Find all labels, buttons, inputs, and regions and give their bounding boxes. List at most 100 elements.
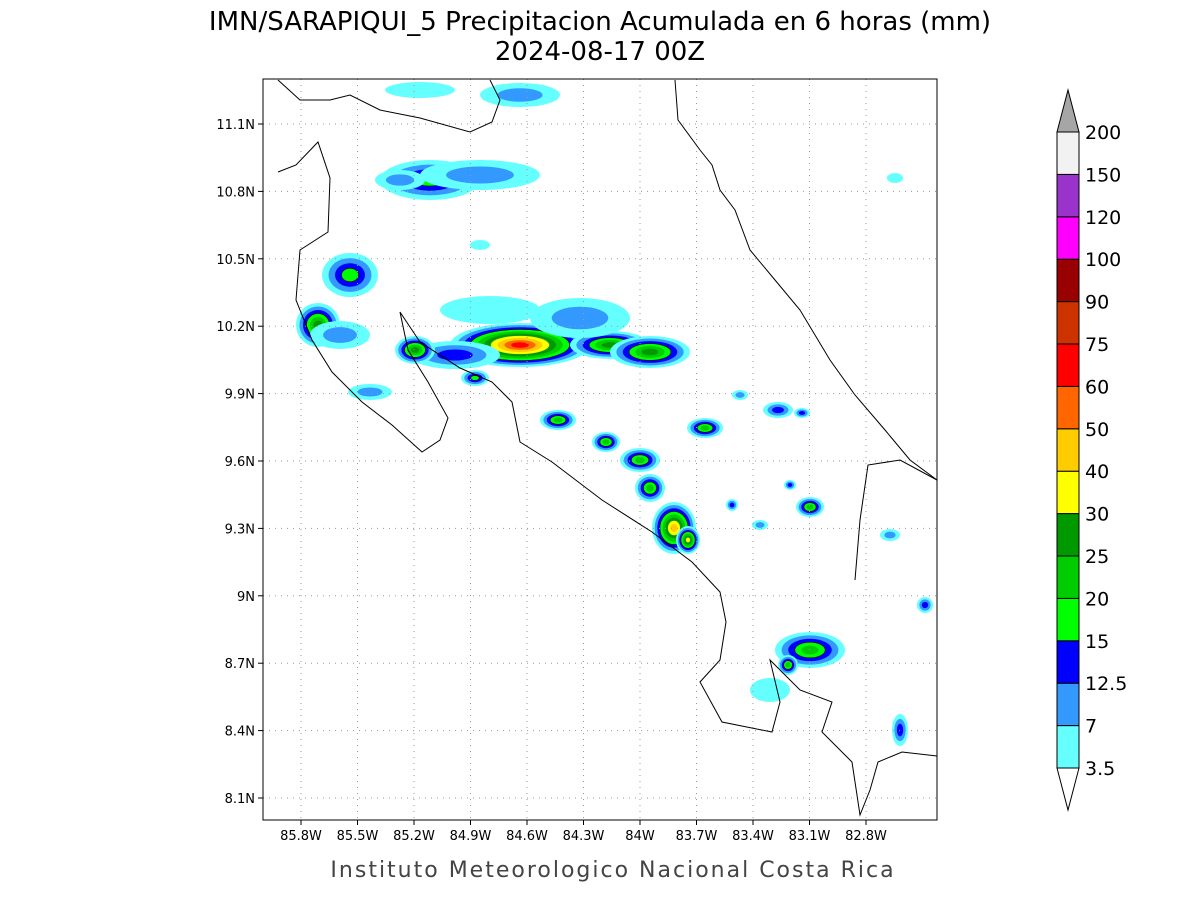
coastline xyxy=(277,79,501,133)
title: IMN/SARAPIQUI_5 Precipitacion Acumulada … xyxy=(209,7,991,37)
lat-tick-label: 11.1N xyxy=(216,118,255,133)
precip-contour xyxy=(750,678,790,702)
precip-contour xyxy=(385,174,415,186)
lon-tick-label: 85.8W xyxy=(280,829,322,844)
precip-contour xyxy=(357,387,383,397)
precip-contour xyxy=(646,484,654,492)
colorbar-label: 15 xyxy=(1085,631,1109,653)
colorbar-under xyxy=(1056,767,1080,812)
colorbar-label: 7 xyxy=(1085,716,1097,738)
lat-tick-label: 10.8N xyxy=(216,185,255,200)
colorbar-label: 50 xyxy=(1085,419,1109,441)
colorbar-box xyxy=(1056,470,1080,515)
footer: Instituto Meteorologico Nacional Costa R… xyxy=(330,858,895,883)
precip-contour xyxy=(798,411,806,415)
colorbar-label: 100 xyxy=(1085,249,1121,271)
colorbar-label: 60 xyxy=(1085,376,1109,398)
colorbar-label: 120 xyxy=(1085,207,1121,229)
precip-contour xyxy=(772,406,784,414)
lat-tick-label: 8.7N xyxy=(225,657,255,672)
precip-contour xyxy=(440,296,540,324)
colorbar-box xyxy=(1056,597,1080,642)
lon-tick-label: 83.4W xyxy=(732,829,774,844)
precip-contour xyxy=(801,645,819,655)
lat-tick-label: 10.5N xyxy=(216,253,255,268)
precip-contour xyxy=(553,417,563,423)
colorbar-box xyxy=(1056,301,1080,345)
precip-contour xyxy=(685,537,691,543)
colorbar-box xyxy=(1056,428,1080,472)
colorbar-box xyxy=(1056,640,1080,684)
colorbar-label: 30 xyxy=(1085,504,1109,526)
precipitation-field xyxy=(296,82,933,746)
precip-contour xyxy=(323,327,357,343)
precip-contour xyxy=(887,173,903,183)
border xyxy=(854,459,938,581)
lat-tick-label: 9.3N xyxy=(225,522,255,537)
map-frame xyxy=(262,78,938,821)
colorbar-box xyxy=(1056,555,1080,599)
colorbar-box xyxy=(1056,216,1080,260)
precip-contour xyxy=(385,82,455,98)
precip-contour xyxy=(787,483,793,487)
precip-contour xyxy=(446,166,514,184)
precip-contour xyxy=(921,601,929,609)
precip-contour xyxy=(896,723,904,737)
precip-contour xyxy=(551,306,609,330)
lon-tick-label: 83.1W xyxy=(789,829,831,844)
lon-tick-label: 85.5W xyxy=(337,829,379,844)
lon-tick-label: 85.2W xyxy=(393,829,435,844)
colorbar-box xyxy=(1056,258,1080,303)
lon-tick-label: 84W xyxy=(625,829,655,844)
colorbar-label: 150 xyxy=(1085,164,1121,186)
colorbar-label: 40 xyxy=(1085,461,1109,483)
colorbar-label: 75 xyxy=(1085,334,1109,356)
subtitle: 2024-08-17 00Z xyxy=(495,37,705,67)
colorbar-label: 12.5 xyxy=(1085,673,1127,695)
precip-contour xyxy=(341,268,359,282)
colorbar-box xyxy=(1056,513,1080,557)
graticule xyxy=(258,79,937,825)
lon-tick-label: 83.7W xyxy=(676,829,718,844)
colorbar-over xyxy=(1056,88,1080,133)
colorbar-box xyxy=(1056,173,1080,218)
precip-contour xyxy=(785,662,791,668)
precip-contour xyxy=(470,240,490,250)
lat-tick-label: 8.1N xyxy=(225,792,255,807)
precip-contour xyxy=(755,522,765,528)
coastlines xyxy=(277,79,938,817)
lon-tick-label: 84.6W xyxy=(506,829,548,844)
precip-contour xyxy=(635,457,645,463)
precip-contour xyxy=(602,439,610,445)
precip-contour xyxy=(735,392,745,398)
lon-tick-label: 84.9W xyxy=(450,829,492,844)
colorbar-box xyxy=(1056,131,1080,175)
colorbar-label: 20 xyxy=(1085,588,1109,610)
precip-contour xyxy=(437,349,473,361)
precip-contour xyxy=(641,348,659,356)
colorbar-label: 200 xyxy=(1085,122,1121,144)
colorbar-box xyxy=(1056,725,1080,769)
precip-contour xyxy=(470,375,480,381)
lat-tick-label: 8.4N xyxy=(225,725,255,740)
precip-contour xyxy=(497,88,543,102)
lat-tick-label: 9.9N xyxy=(225,388,255,403)
precip-contour xyxy=(700,425,710,431)
colorbar-box xyxy=(1056,682,1080,727)
lat-tick-label: 10.2N xyxy=(216,320,255,335)
precip-contour xyxy=(511,342,529,348)
coastline xyxy=(277,141,938,817)
colorbar-box xyxy=(1056,385,1080,430)
precip-contour xyxy=(410,347,420,353)
coastline xyxy=(674,79,938,481)
lon-tick-label: 82.8W xyxy=(845,829,887,844)
colorbar-label: 3.5 xyxy=(1085,758,1115,780)
colorbar-label: 25 xyxy=(1085,546,1109,568)
precip-contour xyxy=(729,502,735,508)
precip-contour xyxy=(806,504,814,510)
precip-contour xyxy=(670,523,678,533)
lat-tick-label: 9.6N xyxy=(225,455,255,470)
lon-tick-label: 84.3W xyxy=(563,829,605,844)
colorbar-box xyxy=(1056,343,1080,387)
